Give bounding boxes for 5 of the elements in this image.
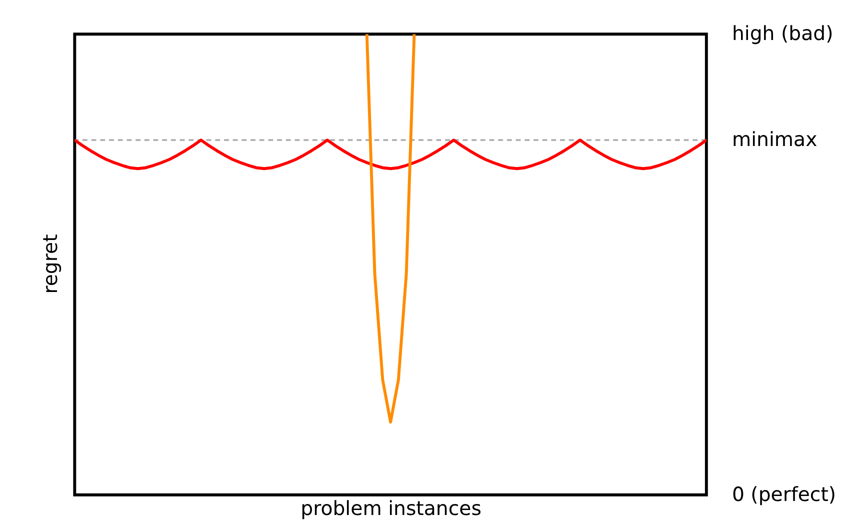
y-axis-title: regret bbox=[38, 234, 62, 294]
ref-line-label: minimax bbox=[732, 128, 818, 151]
text: high (bad) bbox=[732, 22, 834, 45]
x-axis-title: problem instances bbox=[300, 497, 482, 520]
text: 0 (perfect) bbox=[732, 482, 836, 506]
